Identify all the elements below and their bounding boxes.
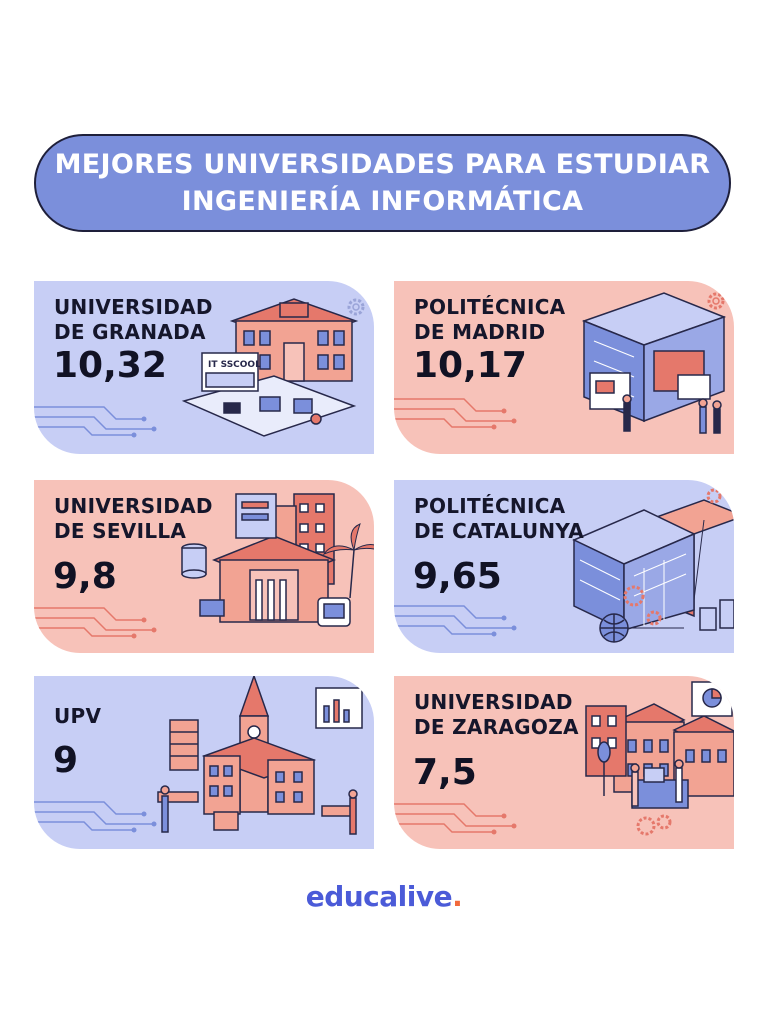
card-universidad-sevilla: UNIVERSIDAD DE SEVILLA 9,8 xyxy=(34,480,374,653)
card-politecnica-madrid: POLITÉCNICA DE MADRID 10,17 xyxy=(394,281,734,454)
card-politecnica-catalunya: POLITÉCNICA DE CATALUNYA 9,65 xyxy=(394,480,734,653)
card-universidad-granada: IT SSCOOL UNIVERSIDAD DE GRANADA 10,32 xyxy=(34,281,374,454)
university-name: UNIVERSIDAD DE ZARAGOZA xyxy=(414,690,579,739)
campus-illustration xyxy=(157,676,363,835)
circuit-lines-decoration xyxy=(394,803,517,835)
title-line-1: MEJORES UNIVERSIDADES PARA ESTUDIAR xyxy=(54,149,711,180)
logo-dot: . xyxy=(452,880,463,913)
university-name: UPV xyxy=(54,704,102,728)
gear-icon xyxy=(347,298,365,316)
university-name: POLITÉCNICA DE CATALUNYA xyxy=(414,494,585,543)
palm-tree-icon xyxy=(322,523,374,556)
university-score: 10,17 xyxy=(413,345,527,386)
educalive-logo: educalive. xyxy=(0,880,768,913)
campus-illustration xyxy=(572,488,734,643)
university-name: POLITÉCNICA DE MADRID xyxy=(414,295,566,344)
title-banner: MEJORES UNIVERSIDADES PARA ESTUDIAR INGE… xyxy=(34,134,731,232)
card-universidad-zaragoza: UNIVERSIDAD DE ZARAGOZA 7,5 xyxy=(394,676,734,849)
university-score: 10,32 xyxy=(53,345,167,386)
campus-illustration: IT SSCOOL xyxy=(181,298,365,437)
circuit-lines-decoration xyxy=(394,605,517,637)
university-score: 9 xyxy=(53,740,79,781)
university-score: 9,65 xyxy=(413,556,502,597)
circuit-lines-decoration xyxy=(34,801,157,833)
logo-text: educalive xyxy=(305,880,453,913)
it-school-sign: IT SSCOOL xyxy=(208,360,261,370)
campus-illustration xyxy=(581,292,727,434)
gear-icon xyxy=(636,814,672,836)
university-name: UNIVERSIDAD DE SEVILLA xyxy=(54,494,213,543)
university-score: 9,8 xyxy=(53,556,117,597)
gear-icon xyxy=(623,488,722,626)
circuit-lines-decoration xyxy=(394,398,517,430)
campus-illustration xyxy=(585,681,734,836)
university-name: UNIVERSIDAD DE GRANADA xyxy=(54,295,213,344)
campus-illustration xyxy=(181,493,374,627)
title-line-2: INGENIERÍA INFORMÁTICA xyxy=(181,186,584,217)
gear-icon xyxy=(707,292,725,310)
circuit-lines-decoration xyxy=(34,607,157,639)
card-upv: UPV 9 xyxy=(34,676,374,849)
university-score: 7,5 xyxy=(413,752,477,793)
circuit-lines-decoration xyxy=(34,406,157,438)
